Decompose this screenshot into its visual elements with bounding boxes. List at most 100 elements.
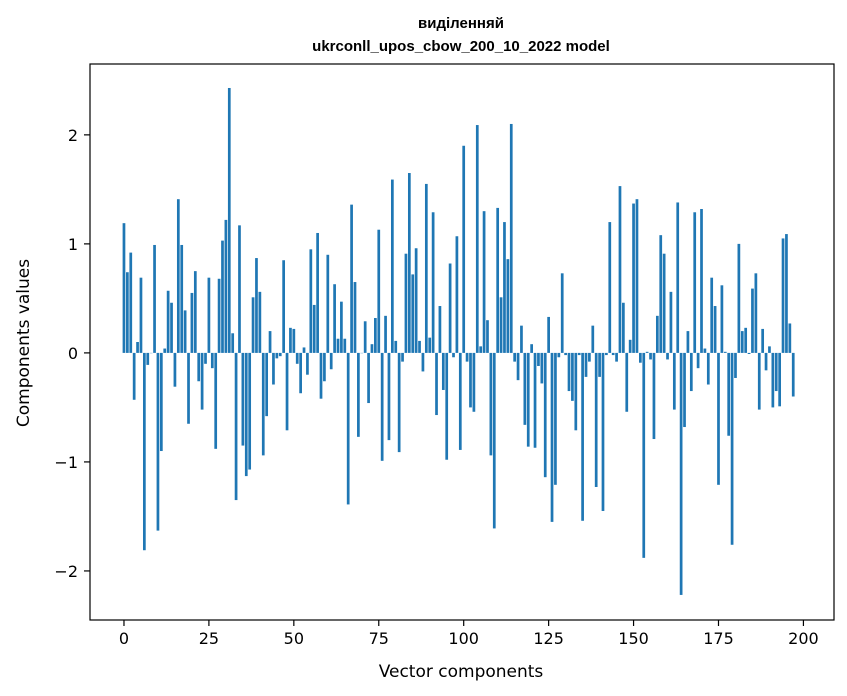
bar <box>323 352 326 382</box>
bar <box>730 352 734 545</box>
bar <box>693 212 697 353</box>
bar <box>710 277 714 353</box>
bar <box>414 248 418 353</box>
bar <box>774 352 778 392</box>
bar <box>261 352 265 456</box>
bar <box>771 352 775 408</box>
bar <box>489 352 493 456</box>
bar <box>469 352 472 408</box>
bar <box>720 285 724 353</box>
bar <box>482 211 486 353</box>
bar <box>377 229 381 353</box>
bar <box>244 352 248 477</box>
bar <box>591 325 595 353</box>
bar <box>676 202 680 353</box>
bar <box>282 260 286 353</box>
x-tick-label: 75 <box>369 629 389 648</box>
bar <box>302 347 306 353</box>
bar <box>265 352 269 417</box>
bar <box>669 291 673 353</box>
bar <box>139 277 143 353</box>
bar <box>503 222 506 353</box>
bar <box>543 352 547 478</box>
bar <box>333 284 336 353</box>
bar <box>390 179 394 353</box>
bar <box>554 352 557 485</box>
bar <box>717 352 720 485</box>
bar <box>655 315 659 353</box>
bar <box>700 208 703 353</box>
bar <box>458 352 462 450</box>
bar <box>122 223 126 353</box>
x-tick-label: 200 <box>788 629 819 648</box>
bar <box>652 352 656 440</box>
chart-title-line2: ukrconll_upos_cbow_200_10_2022 model <box>312 38 610 55</box>
x-tick-label: 50 <box>284 629 304 648</box>
plot-frame <box>89 63 835 621</box>
bar <box>173 352 177 387</box>
bar <box>183 310 187 353</box>
bar <box>407 173 411 353</box>
y-tick-label: 2 <box>68 126 78 145</box>
bar <box>567 352 571 392</box>
bar <box>374 318 377 353</box>
bar <box>275 352 279 359</box>
bar <box>255 258 258 353</box>
bar <box>781 238 785 353</box>
bar <box>598 352 601 377</box>
bar <box>754 273 758 353</box>
y-axis-ticks: −2 −1 0 1 2 <box>54 126 90 581</box>
bar <box>170 302 173 353</box>
bar <box>411 274 415 353</box>
bar <box>564 352 567 356</box>
bar <box>530 344 534 353</box>
bar <box>689 352 693 392</box>
bar <box>340 301 343 353</box>
x-axis-ticks: 0 25 50 75 100 125 150 175 200 <box>119 620 819 648</box>
bar <box>686 331 690 353</box>
bar <box>193 271 197 353</box>
bar <box>696 352 700 369</box>
bar <box>472 352 476 412</box>
bar <box>581 352 584 521</box>
bar <box>200 352 204 410</box>
bar <box>615 352 618 362</box>
bar <box>153 244 156 353</box>
bar <box>506 259 510 353</box>
bar <box>618 186 622 353</box>
x-axis-label: Vector components <box>379 662 544 682</box>
bar <box>523 352 527 425</box>
bar <box>768 346 771 353</box>
y-tick-label: −1 <box>54 453 78 472</box>
bar <box>329 352 333 370</box>
bar <box>258 291 262 353</box>
bar <box>187 352 190 424</box>
y-tick-label: 0 <box>68 344 78 363</box>
bar <box>231 333 235 353</box>
bar <box>312 304 316 353</box>
bar <box>217 278 221 353</box>
bar <box>180 244 184 353</box>
bar <box>424 183 428 353</box>
bar <box>227 87 231 353</box>
bar <box>204 352 207 364</box>
bar <box>547 316 550 353</box>
bar <box>747 352 751 354</box>
bar <box>584 352 588 377</box>
bar <box>479 346 483 353</box>
y-axis-label: Components values <box>14 259 34 427</box>
bar <box>761 328 765 353</box>
bar <box>445 352 449 460</box>
bar <box>319 352 323 399</box>
bar <box>163 348 167 353</box>
bar <box>207 277 211 353</box>
bar <box>353 282 357 353</box>
bar <box>672 352 676 410</box>
bar <box>190 292 194 353</box>
bar <box>136 342 139 353</box>
bar <box>513 352 517 362</box>
bar <box>577 352 581 356</box>
bar <box>788 323 792 353</box>
bar <box>401 352 404 362</box>
